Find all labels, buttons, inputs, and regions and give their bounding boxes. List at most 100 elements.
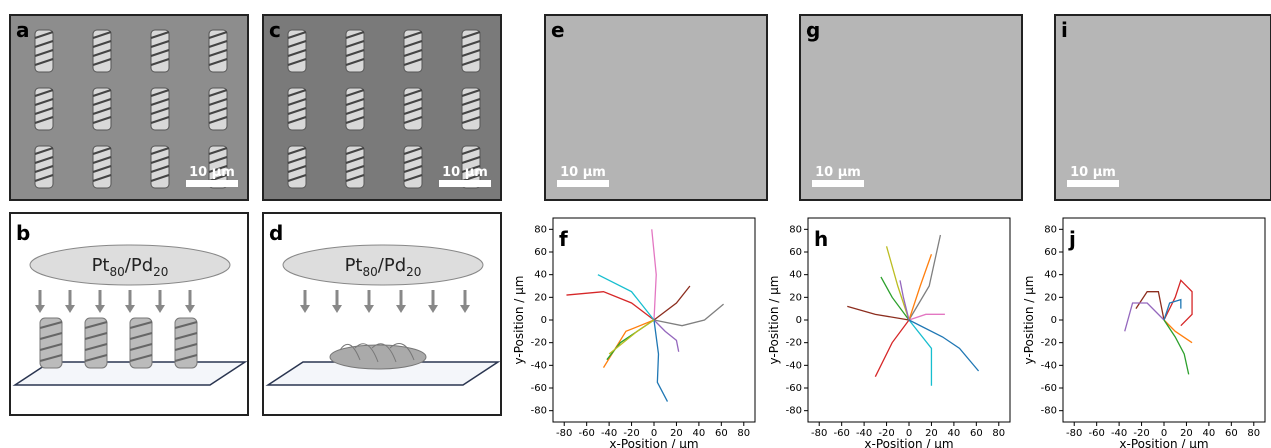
element: /Pd [378, 255, 406, 276]
helix-stripe [84, 332, 108, 340]
scale-bar [439, 180, 491, 187]
substrate [265, 361, 501, 386]
scale-label: 10 µm [560, 165, 606, 180]
x-tick-label: -20 [623, 428, 639, 439]
helix-stripe [345, 165, 365, 173]
helix-stripe [461, 165, 481, 173]
trajectory [608, 319, 655, 355]
x-tick-label: 80 [737, 428, 750, 439]
helix-stripe [34, 98, 54, 106]
y-tick-label: 0 [541, 315, 547, 326]
helix-stripe [208, 89, 228, 97]
helix-stripe [461, 156, 481, 164]
x-tick-label: 0 [906, 428, 912, 439]
helix-stripe [461, 31, 481, 39]
y-tick-label: -80 [1041, 406, 1057, 417]
x-tick-label: -80 [811, 428, 827, 439]
x-tick-label: 40 [948, 428, 961, 439]
trajectory [1124, 302, 1165, 332]
helix-stripe [92, 147, 112, 155]
helix-stripe [345, 89, 365, 97]
x-tick-label: 60 [1225, 428, 1238, 439]
helix-stripe [92, 49, 112, 57]
x-tick-label: 20 [670, 428, 683, 439]
helix-stripe [174, 354, 198, 362]
helix-stripe [208, 116, 228, 124]
y-tick-label: -40 [1041, 360, 1057, 371]
y-tick-label: -40 [786, 360, 802, 371]
x-tick-label: -40 [601, 428, 617, 439]
element: Pt [92, 255, 110, 276]
helix-stripe [403, 89, 423, 97]
y-tick-label: 60 [789, 247, 802, 258]
image-panel: i 10 µm [1054, 14, 1271, 201]
trajectory [1163, 319, 1193, 344]
helix-stripe [287, 165, 307, 173]
helix-stripe [403, 165, 423, 173]
helix-stripe [92, 174, 112, 182]
trajectory [597, 274, 655, 321]
chart: -80 -60 -40 -20 0 20 40 60 80 -80 -60 -40 -20 0 20 40 60… [767, 217, 1011, 448]
trajectory [653, 285, 691, 321]
image-panel: a 10 µm [9, 14, 249, 201]
helix-stripe [345, 58, 365, 66]
helix-stripe [287, 49, 307, 57]
x-tick-label: 40 [1203, 428, 1216, 439]
helix-stripe [92, 40, 112, 48]
helix-stripe [345, 107, 365, 115]
trajectory [1163, 279, 1193, 327]
helix-stripe [150, 156, 170, 164]
trajectory [1135, 291, 1165, 321]
helix-stripe [403, 147, 423, 155]
helix-stripe [461, 116, 481, 124]
helix-stripe [174, 343, 198, 351]
arrow-head [460, 305, 470, 313]
scale-label: 10 µm [815, 165, 861, 180]
arrow-head [185, 305, 195, 313]
helix-stripe [461, 49, 481, 57]
arrow-head [396, 305, 406, 313]
scale-label: 10 µm [1070, 165, 1116, 180]
schematic-d: Pt80/Pd20 [262, 212, 502, 416]
source-label: Pt80/Pd20 [92, 255, 169, 279]
helix-stripe [92, 58, 112, 66]
y-tick-label: 20 [789, 292, 802, 303]
trajectory [908, 254, 933, 321]
helix-stripe [129, 332, 153, 340]
helix-stripe [150, 165, 170, 173]
x-tick-label: -60 [833, 428, 849, 439]
y-tick-label: -60 [1041, 383, 1057, 394]
helix-stripe [287, 174, 307, 182]
helix-stripe [287, 89, 307, 97]
x-tick-label: -40 [1111, 428, 1127, 439]
helix-stripe [84, 343, 108, 351]
target-disk [282, 244, 484, 286]
helix-stripe [403, 98, 423, 106]
y-tick-label: 60 [534, 247, 547, 258]
trajectory [908, 319, 980, 372]
helix-stripe [150, 174, 170, 182]
x-tick-label: 80 [1247, 428, 1260, 439]
helix-stripe [403, 116, 423, 124]
helix-stripe [92, 156, 112, 164]
helix-stripe [287, 107, 307, 115]
source-label: Pt80/Pd20 [345, 255, 422, 279]
helix-stripe [34, 49, 54, 57]
y-tick-label: -60 [786, 383, 802, 394]
y-tick-label: 40 [534, 270, 547, 281]
helix-stripe [84, 321, 108, 329]
helix-stripe [461, 107, 481, 115]
x-tick-label: 60 [715, 428, 728, 439]
helix-stripe [461, 89, 481, 97]
helix-stripe [34, 147, 54, 155]
helix-stripe [208, 147, 228, 155]
helix-stripe [92, 107, 112, 115]
helix-stripe [92, 89, 112, 97]
panel-label: d [269, 221, 283, 245]
panel-label: e [551, 18, 565, 42]
helix-stripe [150, 98, 170, 106]
helix-stripe [92, 116, 112, 124]
helix-stripe [39, 354, 63, 362]
lying-helix [329, 344, 427, 370]
schematic-b: Pt80/Pd20 [9, 212, 249, 416]
